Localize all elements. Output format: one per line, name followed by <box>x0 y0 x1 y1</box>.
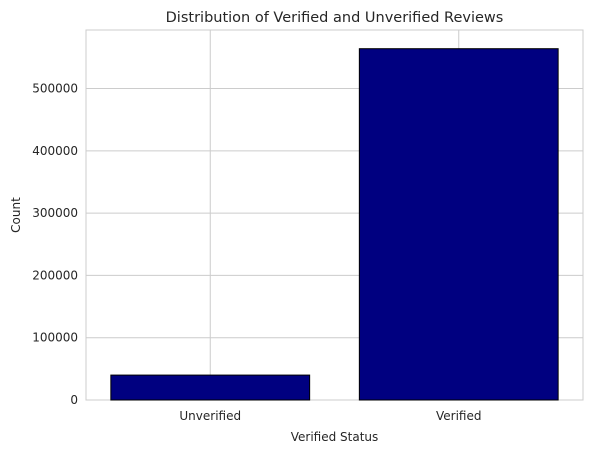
y-tick-label: 200000 <box>32 268 78 282</box>
x-axis-label: Verified Status <box>291 430 379 444</box>
grid-lines <box>86 30 583 401</box>
bar-unverified <box>110 374 311 401</box>
y-tick-label: 400000 <box>32 144 78 158</box>
bars <box>110 48 559 401</box>
x-tick-labels: Unverified Verified <box>179 409 481 423</box>
plot-area-frame <box>85 29 584 401</box>
x-tick-label: Unverified <box>179 409 241 423</box>
x-tick-label: Verified <box>436 409 482 423</box>
y-tick-labels: 0 100000 200000 300000 400000 500000 <box>32 82 78 407</box>
y-tick-label: 0 <box>70 393 78 407</box>
y-tick-label: 300000 <box>32 206 78 220</box>
bar-verified <box>358 48 559 401</box>
y-tick-label: 100000 <box>32 331 78 345</box>
y-tick-label: 500000 <box>32 82 78 96</box>
y-axis-label: Count <box>9 197 23 233</box>
chart-title: Distribution of Verified and Unverified … <box>166 10 504 26</box>
